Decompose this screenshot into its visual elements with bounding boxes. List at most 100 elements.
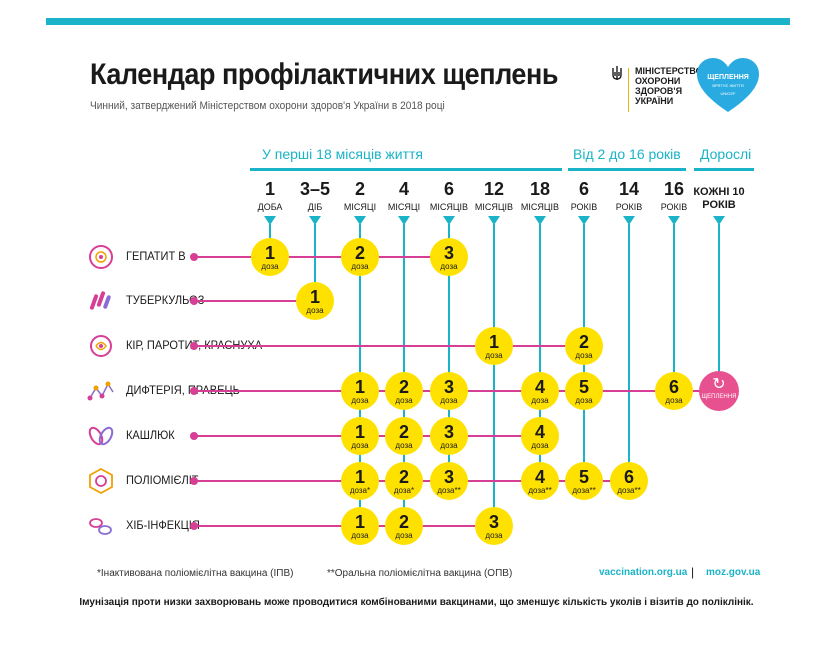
footnote-opv: **Оральна поліомієлітна вакцина (ОПВ)	[327, 568, 513, 579]
tuberculosis-icon	[86, 286, 116, 316]
section-line-age2to16	[568, 168, 686, 171]
booster-badge: ↻ ЩЕПЛЕННЯ	[699, 371, 739, 411]
dose-number: 3	[443, 422, 454, 442]
bottom-note: Імунізація проти низки захворювань може …	[79, 597, 754, 608]
dose-label: доза	[351, 531, 369, 540]
column-line	[673, 224, 675, 391]
dose-circle: 4 доза**	[521, 462, 559, 500]
dose-circle: 6 доза**	[610, 462, 648, 500]
column-arrow-icon	[443, 216, 455, 225]
dose-circle: 4 доза	[521, 417, 559, 455]
column-adults: КОЖНІ 10 РОКІВ	[693, 186, 745, 211]
hib-icon-svg	[89, 518, 112, 535]
column-unit: МІСЯЦІ	[343, 202, 377, 212]
moz-line: УКРАЇНИ	[635, 96, 674, 106]
dose-number: 6	[668, 377, 679, 397]
column-number: 12	[483, 179, 505, 199]
column-arrow-icon	[534, 216, 546, 225]
section-adults: Дорослі	[700, 146, 752, 162]
pertussis-icon-svg	[88, 426, 114, 446]
column-unit: ДОБА	[257, 202, 283, 212]
column-unit: МІСЯЦІВ	[474, 202, 514, 212]
hepatitis-b-icon	[86, 242, 116, 272]
dose-label: доза	[665, 396, 683, 405]
dose-label: доза**	[437, 486, 461, 495]
column-line	[539, 224, 541, 481]
repeat-icon: ↻	[712, 376, 726, 393]
dose-number: 2	[354, 243, 365, 263]
column-line	[314, 224, 316, 301]
dose-number: 3	[488, 512, 499, 532]
column-unit: МІСЯЦІВ	[429, 202, 469, 212]
dose-number: 1	[309, 287, 320, 307]
dose-label: доза	[395, 396, 413, 405]
row-line	[194, 345, 584, 347]
section-line-adults	[694, 168, 754, 171]
column-number: 14	[618, 179, 640, 199]
column-unit: ДІБ	[307, 202, 323, 212]
dose-circle: 1 доза	[296, 282, 334, 320]
diphtheria-icon-svg	[87, 381, 114, 401]
column-unit: РОКІВ	[615, 202, 643, 212]
column-arrow-icon	[578, 216, 590, 225]
dose-circle: 3 доза	[430, 372, 468, 410]
dose-circle: 2 доза	[565, 327, 603, 365]
dose-label: доза	[575, 396, 593, 405]
disease-label: ДИФТЕРІЯ, ПРАВЕЦЬ	[126, 383, 240, 397]
dose-label: доза	[531, 396, 549, 405]
dose-circle: 6 доза	[655, 372, 693, 410]
column-unit: РОКІВ	[570, 202, 598, 212]
dose-circle: 5 доза**	[565, 462, 603, 500]
hepatitis-b-icon-svg	[89, 245, 113, 269]
logo-divider	[628, 68, 629, 112]
heart-title: ЩЕПЛЕННЯ	[707, 74, 749, 81]
measles-icon-svg	[90, 335, 112, 357]
column-line	[493, 224, 495, 526]
site-link-moz[interactable]: moz.gov.ua	[706, 567, 761, 578]
dose-label: доза	[485, 351, 503, 360]
dose-circle: 1 доза	[251, 238, 289, 276]
site-link-vaccination[interactable]: vaccination.org.ua	[599, 567, 688, 578]
moz-logo-text: МІНІСТЕРСТВО ОХОРОНИ ЗДОРОВ'Я УКРАЇНИ	[635, 66, 703, 106]
heart-footer: UNICEF	[720, 91, 736, 96]
column-arrow-icon	[264, 216, 276, 225]
dose-circle: 1 доза	[341, 372, 379, 410]
dose-number: 3	[443, 467, 454, 487]
column-arrow-icon	[488, 216, 500, 225]
dose-number: 3	[443, 377, 454, 397]
section-age-2-16: Від 2 до 16 років	[573, 146, 681, 162]
dose-number: 1	[354, 377, 365, 397]
dose-number: 4	[534, 377, 545, 397]
dose-circle: 4 доза	[521, 372, 559, 410]
column-number: 6	[578, 179, 589, 199]
row-line	[194, 256, 449, 258]
dose-number: 6	[623, 467, 634, 487]
column-number: 2	[354, 179, 365, 199]
dose-label: доза**	[572, 486, 596, 495]
moz-logo: МІНІСТЕРСТВО ОХОРОНИ ЗДОРОВ'Я УКРАЇНИ	[612, 66, 703, 112]
dose-number: 2	[398, 377, 409, 397]
dose-circle: 2 доза	[385, 417, 423, 455]
column-line	[448, 224, 450, 481]
dose-number: 1	[488, 332, 499, 352]
column-line	[628, 224, 630, 481]
disease-label: ГЕПАТИТ В	[126, 249, 186, 263]
dose-label: доза*	[393, 486, 415, 495]
dose-number: 2	[398, 512, 409, 532]
dose-label: доза	[395, 441, 413, 450]
dose-circle: 1 доза	[341, 417, 379, 455]
column-number: 3–5	[299, 179, 331, 199]
dose-circle: 3 доза	[475, 507, 513, 545]
dose-label: доза	[531, 441, 549, 450]
dose-label: доза	[351, 262, 369, 271]
dose-circle: 1 доза	[475, 327, 513, 365]
disease-label: ХІБ-ІНФЕКЦІЯ	[126, 518, 200, 532]
dose-label: доза	[351, 396, 369, 405]
column-unit: МІСЯЦІ	[387, 202, 421, 212]
heart-logo-icon	[697, 58, 759, 112]
dose-label: доза	[261, 262, 279, 271]
column-arrow-icon	[309, 216, 321, 225]
column-line	[718, 224, 720, 391]
column-arrow-icon	[623, 216, 635, 225]
polio-icon	[86, 466, 116, 496]
